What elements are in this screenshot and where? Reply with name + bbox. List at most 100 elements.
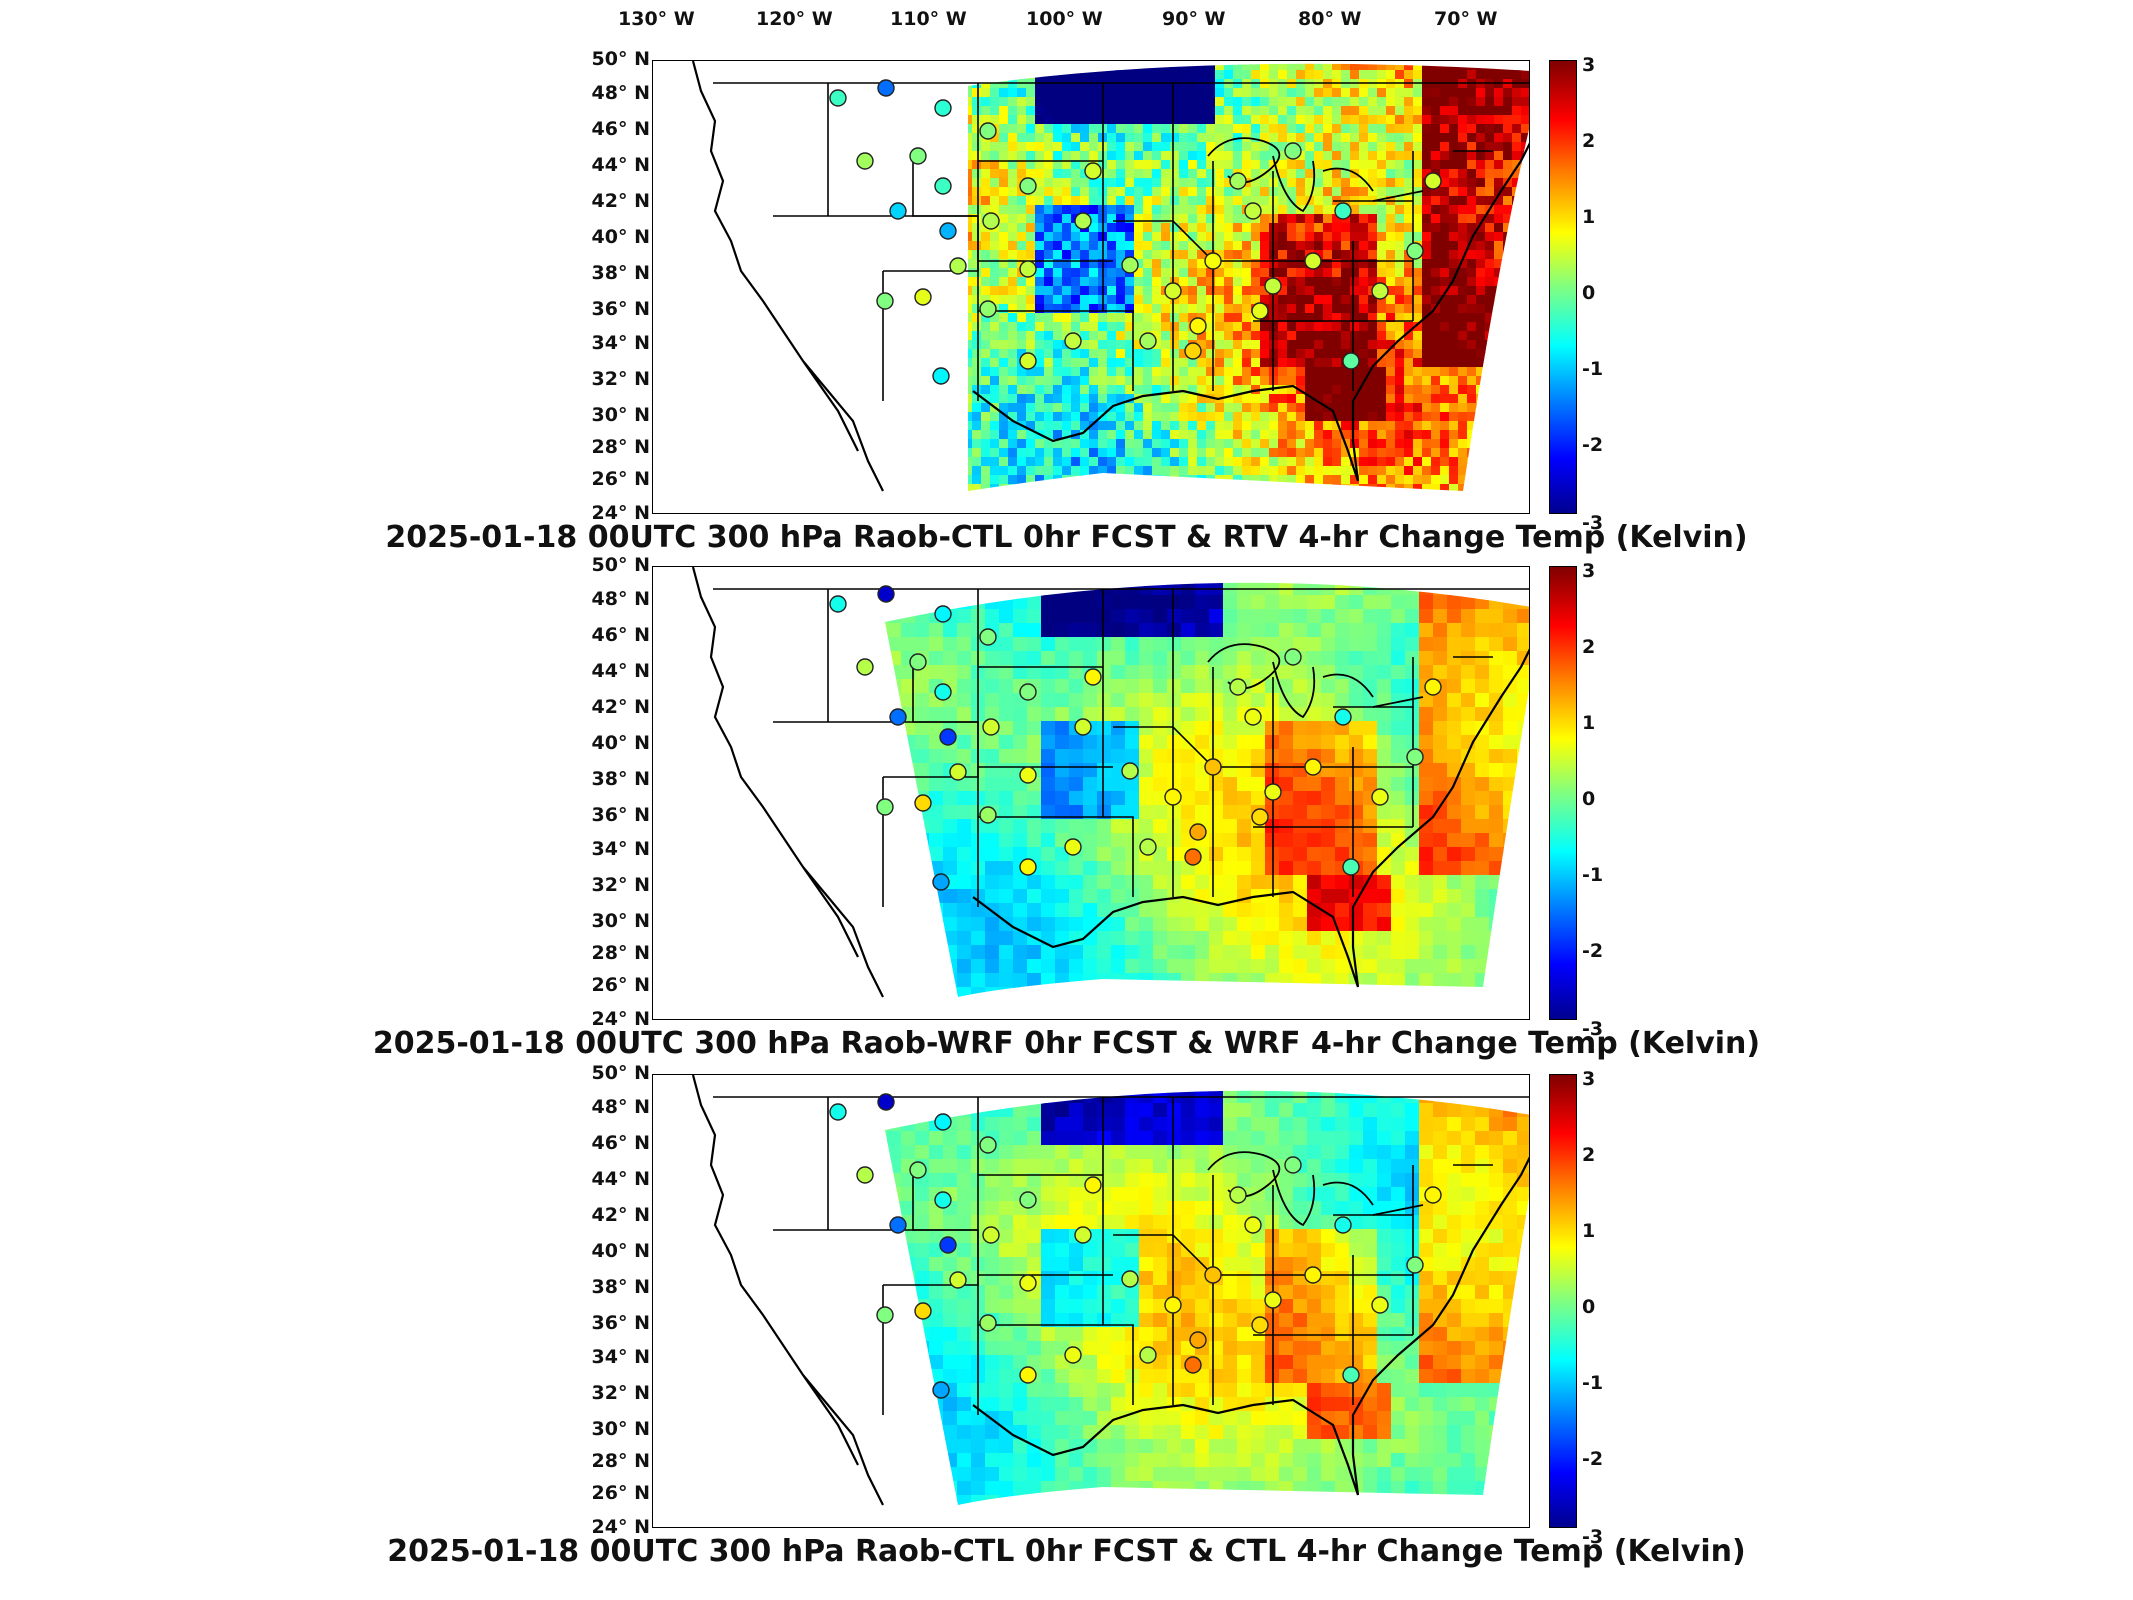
station-marker — [877, 585, 895, 603]
lat-label: 44° N — [591, 660, 650, 682]
station-marker — [932, 1381, 950, 1399]
lon-label: 130° W — [618, 8, 695, 30]
colorbar-tick: 1 — [1582, 206, 1596, 228]
colorbar-tick: 2 — [1582, 130, 1596, 152]
station-marker — [1229, 172, 1247, 190]
map-panel-rtv: 50° N 48° N 46° N 44° N 42° N 40° N 38° N 36° N… — [0, 48, 2133, 575]
lat-label: 42° N — [591, 190, 650, 212]
station-marker — [949, 1271, 967, 1289]
lat-label: 36° N — [591, 1312, 650, 1334]
colorbar-tick: -2 — [1582, 940, 1604, 962]
station-marker — [876, 1306, 894, 1324]
colorbar-tick: 3 — [1582, 560, 1596, 582]
station-marker — [979, 1314, 997, 1332]
latitude-axis: 50° N 48° N 46° N 44° N 42° N 40° N 38° N 36° N… — [560, 48, 650, 530]
station-marker — [1019, 260, 1037, 278]
colorbar-tick: 1 — [1582, 1220, 1596, 1242]
station-marker — [1019, 858, 1037, 876]
colorbar-tick: -1 — [1582, 1372, 1604, 1394]
station-marker — [1424, 172, 1442, 190]
station-marker — [914, 1302, 932, 1320]
lat-label: 46° N — [591, 1132, 650, 1154]
colorbar-tick: 2 — [1582, 636, 1596, 658]
lat-label: 50° N — [591, 1062, 650, 1084]
lat-label: 24° N — [591, 1008, 650, 1030]
lat-label: 36° N — [591, 298, 650, 320]
lat-label: 44° N — [591, 154, 650, 176]
colorbar-tick: 2 — [1582, 1144, 1596, 1166]
station-marker — [1139, 332, 1157, 350]
station-marker — [1121, 762, 1139, 780]
lat-label: 50° N — [591, 554, 650, 576]
lat-label: 40° N — [591, 1240, 650, 1262]
map-frame — [652, 566, 1530, 1020]
station-marker — [1019, 766, 1037, 784]
colorbar-tick: -2 — [1582, 434, 1604, 456]
lat-label: 34° N — [591, 838, 650, 860]
temperature-field — [968, 63, 1529, 492]
latitude-axis: 50° N 48° N 46° N 44° N 42° N 40° N 38° N 36° N… — [560, 554, 650, 1036]
lat-label: 26° N — [591, 468, 650, 490]
colorbar-tick: 0 — [1582, 788, 1596, 810]
colorbar-tick: -1 — [1582, 358, 1604, 380]
station-marker — [829, 1103, 847, 1121]
lat-label: 38° N — [591, 262, 650, 284]
colorbar-tick: -3 — [1582, 1018, 1604, 1040]
longitude-axis: 130° W 120° W 110° W 100° W 90° W 80° W … — [0, 0, 2133, 40]
station-marker — [1406, 242, 1424, 260]
lat-label: 28° N — [591, 436, 650, 458]
station-marker — [979, 1136, 997, 1154]
station-marker — [949, 257, 967, 275]
station-marker — [1084, 162, 1102, 180]
station-marker — [1406, 1256, 1424, 1274]
station-marker — [979, 806, 997, 824]
colorbar-tick: 0 — [1582, 1296, 1596, 1318]
colorbar — [1549, 60, 1577, 514]
station-marker — [1084, 668, 1102, 686]
lat-label: 46° N — [591, 624, 650, 646]
lat-label: 24° N — [591, 502, 650, 524]
station-marker — [829, 89, 847, 107]
colorbar-tick: -3 — [1582, 512, 1604, 534]
station-marker — [1074, 718, 1092, 736]
colorbar-tick: 3 — [1582, 54, 1596, 76]
station-marker — [1204, 252, 1222, 270]
station-marker — [1304, 758, 1322, 776]
station-marker — [1019, 352, 1037, 370]
station-marker — [889, 202, 907, 220]
map-frame — [652, 1074, 1530, 1528]
lat-label: 38° N — [591, 768, 650, 790]
station-marker — [1244, 708, 1262, 726]
colorbar-tick: 0 — [1582, 282, 1596, 304]
station-marker — [909, 1161, 927, 1179]
station-marker — [1164, 1296, 1182, 1314]
station-marker — [1264, 1291, 1282, 1309]
station-marker — [1064, 838, 1082, 856]
station-marker — [1064, 332, 1082, 350]
lat-label: 24° N — [591, 1516, 650, 1538]
station-marker — [1371, 788, 1389, 806]
lat-label: 34° N — [591, 1346, 650, 1368]
lat-label: 26° N — [591, 1482, 650, 1504]
map-frame — [652, 60, 1530, 514]
lat-label: 44° N — [591, 1168, 650, 1190]
station-marker — [889, 1216, 907, 1234]
station-marker — [914, 794, 932, 812]
station-marker — [1284, 1156, 1302, 1174]
station-marker — [932, 367, 950, 385]
station-marker — [1139, 1346, 1157, 1364]
station-marker — [1406, 748, 1424, 766]
station-marker — [1342, 352, 1360, 370]
station-marker — [914, 288, 932, 306]
station-marker — [1204, 758, 1222, 776]
station-marker — [1184, 848, 1202, 866]
station-marker — [1164, 788, 1182, 806]
station-marker — [982, 718, 1000, 736]
station-marker — [1189, 1331, 1207, 1349]
station-marker — [829, 595, 847, 613]
temperature-change-map — [691, 61, 1529, 492]
station-marker — [1424, 678, 1442, 696]
colorbar-tick: 3 — [1582, 1068, 1596, 1090]
panel-title: 2025-01-18 00UTC 300 hPa Raob-WRF 0hr FC… — [372, 1026, 1761, 1061]
station-marker — [1371, 282, 1389, 300]
